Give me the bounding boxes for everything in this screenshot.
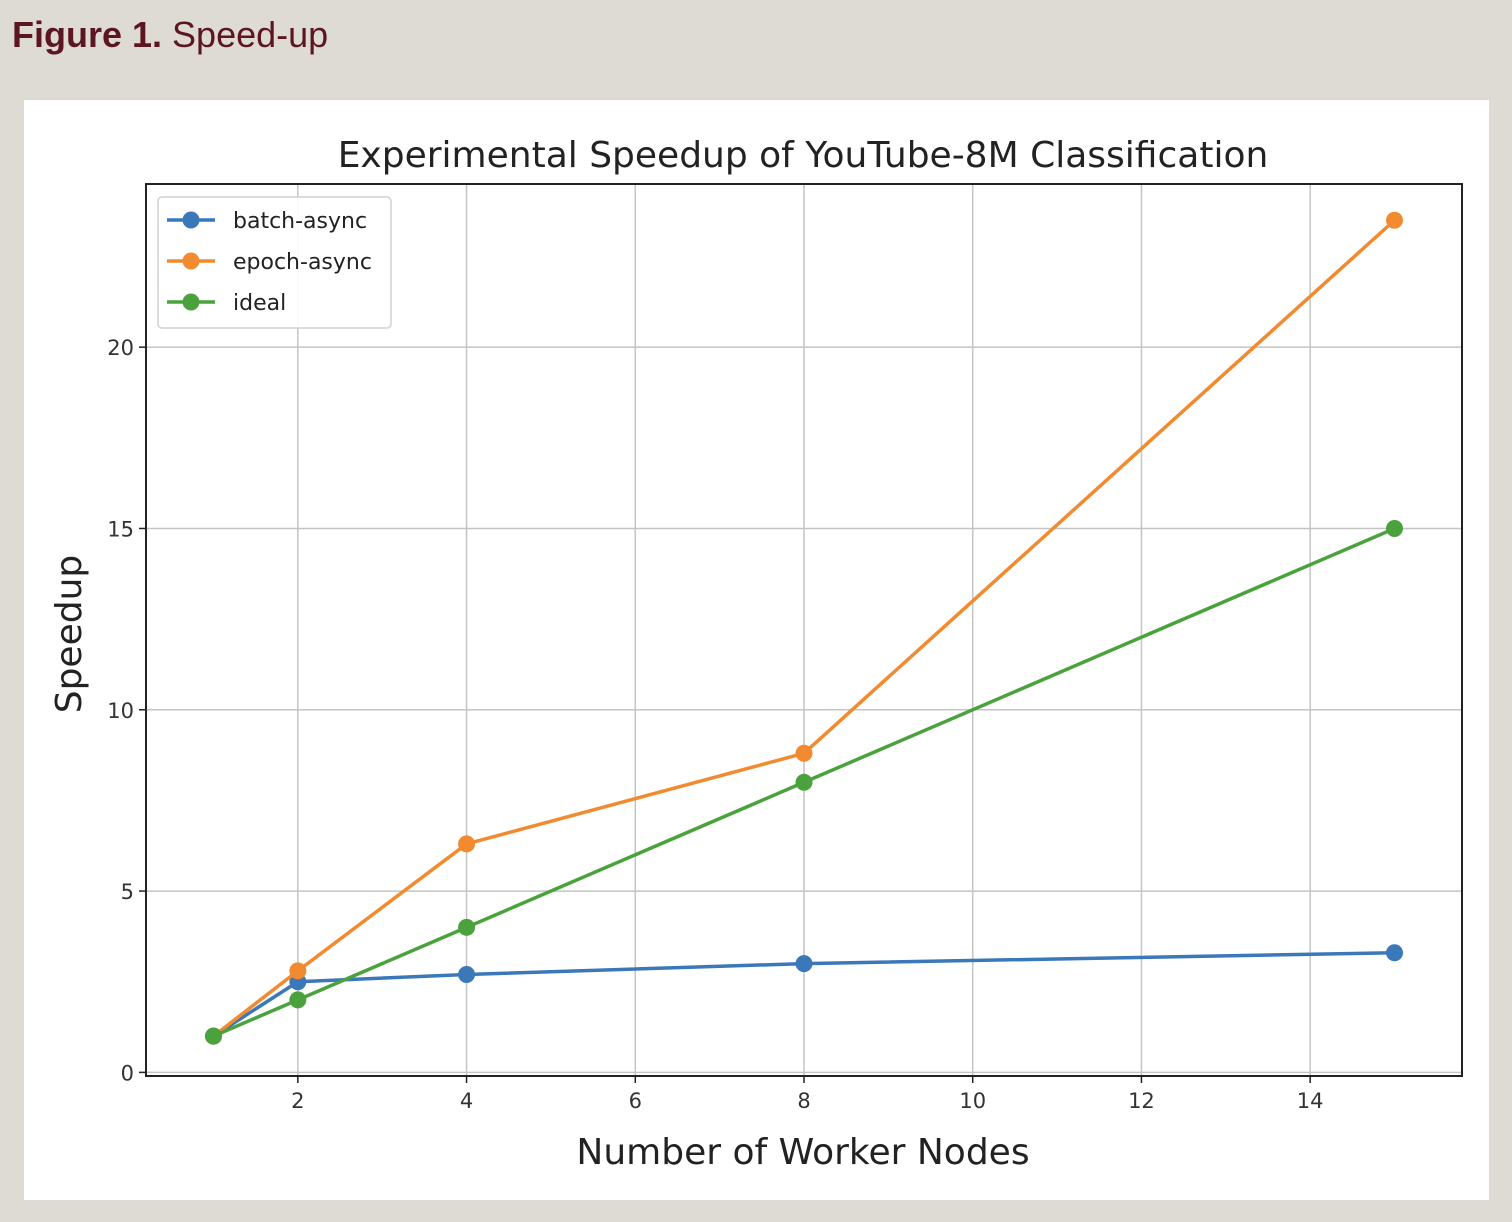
- ideal-point: [1386, 519, 1404, 537]
- batch-async-point: [458, 965, 476, 983]
- grid-lines: [146, 184, 1462, 1076]
- figure-caption-text: Speed-up: [172, 14, 329, 55]
- x-tick-label: 10: [959, 1089, 986, 1113]
- legend-box: [157, 196, 392, 329]
- legend-marker-ideal: [182, 293, 200, 311]
- y-axis-label: Speedup: [49, 555, 90, 714]
- chart-panel: Experimental Speedup of YouTube-8M Class…: [24, 100, 1489, 1200]
- epoch-async-point: [795, 744, 813, 762]
- y-tick-label: 5: [121, 880, 134, 904]
- ideal-point: [458, 918, 476, 936]
- batch-async-point: [1386, 944, 1404, 962]
- ideal-point: [204, 1027, 222, 1045]
- legend-marker-epoch-async: [182, 252, 200, 270]
- line-chart: Experimental Speedup of YouTube-8M Class…: [49, 135, 1463, 1173]
- y-axis-ticks: 0 5 10 15 20: [107, 336, 146, 1085]
- figure-caption-label: Figure 1.: [12, 14, 163, 55]
- y-tick-label: 0: [121, 1061, 134, 1085]
- epoch-async-point: [289, 962, 307, 980]
- x-axis-label: Number of Worker Nodes: [576, 1132, 1029, 1173]
- x-tick-label: 14: [1297, 1089, 1324, 1113]
- chart-title: Experimental Speedup of YouTube-8M Class…: [338, 135, 1269, 176]
- ideal-point: [289, 991, 307, 1009]
- x-tick-label: 12: [1128, 1089, 1155, 1113]
- figure-caption: Figure 1. Speed-up: [12, 14, 328, 56]
- y-tick-label: 10: [107, 699, 134, 723]
- legend-label-epoch-async: epoch-async: [233, 250, 372, 275]
- y-tick-label: 15: [107, 517, 134, 541]
- x-tick-label: 4: [460, 1089, 473, 1113]
- data-series: [204, 211, 1404, 1045]
- y-tick-label: 20: [107, 336, 134, 360]
- chart-legend: batch-async epoch-async ideal: [157, 196, 392, 329]
- batch-async-point: [795, 955, 813, 973]
- x-tick-label: 6: [629, 1089, 642, 1113]
- epoch-async-point: [458, 835, 476, 853]
- legend-label-ideal: ideal: [233, 291, 286, 316]
- epoch-async-point: [1386, 211, 1404, 229]
- x-axis-ticks: 2 4 6 8 10 12 14: [291, 1076, 1324, 1113]
- x-tick-label: 2: [291, 1089, 304, 1113]
- legend-marker-batch-async: [182, 211, 200, 229]
- legend-label-batch-async: batch-async: [233, 209, 367, 234]
- x-tick-label: 8: [797, 1089, 810, 1113]
- ideal-point: [795, 773, 813, 791]
